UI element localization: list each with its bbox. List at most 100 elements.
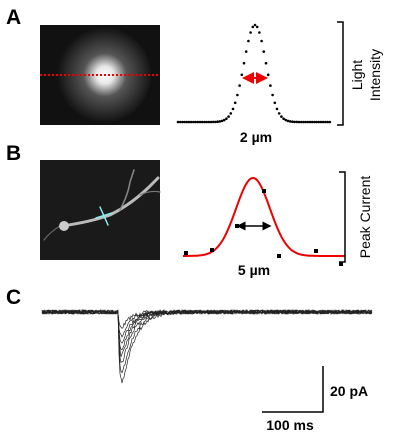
scale-bar-label: 20 pA (330, 383, 368, 399)
dot (280, 115, 283, 118)
scale-label: 2 µm (240, 129, 272, 145)
point (262, 189, 266, 193)
spot (55, 27, 151, 123)
dot (284, 118, 288, 122)
dot (249, 31, 252, 34)
panel-label: B (6, 142, 21, 165)
axis-bar (337, 21, 344, 126)
dot (260, 39, 263, 43)
trace (41, 308, 373, 357)
dot (242, 61, 246, 65)
dot (277, 112, 281, 115)
dot (291, 120, 294, 123)
trace (41, 308, 373, 344)
dot (317, 120, 321, 124)
dot (229, 112, 233, 115)
axis-label: Peak Current (357, 176, 373, 259)
micrograph (40, 160, 160, 260)
dot (306, 120, 310, 124)
dot (207, 120, 211, 124)
dot (220, 119, 224, 123)
dot (273, 101, 277, 105)
intensity-profile (176, 23, 332, 124)
trace (41, 308, 373, 338)
panel-label: C (6, 286, 21, 309)
scale-bar-label: 100 ms (266, 417, 314, 433)
dot (266, 73, 270, 77)
dot (189, 120, 193, 124)
dot (315, 120, 318, 124)
dot (295, 120, 299, 124)
dot (282, 117, 285, 120)
dot (198, 120, 202, 124)
trace (41, 308, 373, 384)
scale-label: 5 µm (238, 262, 270, 278)
dot (247, 39, 250, 43)
neuron (43, 169, 161, 241)
dot (244, 50, 248, 53)
current-traces (41, 308, 373, 384)
dot (297, 120, 301, 124)
dot (264, 61, 268, 65)
dot (262, 50, 266, 53)
point (277, 254, 281, 258)
dot (255, 25, 259, 29)
dot (240, 73, 244, 77)
dot (271, 93, 274, 97)
dot (205, 120, 208, 124)
dot (286, 119, 290, 123)
dot (302, 120, 305, 124)
dot (178, 120, 182, 124)
dot (214, 120, 217, 124)
dot (269, 84, 272, 87)
dot (181, 120, 184, 124)
dot (185, 120, 189, 124)
dot (183, 120, 186, 124)
point (314, 249, 318, 253)
panel-label: A (6, 6, 21, 29)
dot (233, 101, 237, 105)
dot (324, 120, 327, 124)
dot (196, 120, 200, 124)
dot (299, 120, 303, 124)
dot (310, 120, 314, 124)
dot (308, 120, 312, 124)
dot (288, 120, 292, 123)
dot (187, 120, 191, 124)
point (210, 248, 214, 252)
dot (238, 84, 241, 87)
dot (293, 120, 296, 124)
trace (41, 308, 373, 374)
axis-bar (339, 171, 346, 263)
dot (328, 120, 332, 124)
dot (222, 118, 226, 122)
dot (251, 25, 255, 29)
dot (209, 120, 213, 124)
dot (216, 120, 219, 123)
dot (200, 120, 204, 124)
dot (275, 107, 279, 111)
dot (321, 120, 325, 124)
point (184, 251, 188, 255)
dot (326, 120, 329, 124)
dot (227, 115, 230, 118)
dot (313, 120, 316, 124)
axis-label: Light (349, 60, 365, 90)
dot (218, 120, 222, 123)
dot (236, 93, 239, 97)
trace (41, 308, 372, 364)
dot (258, 31, 261, 34)
dot (231, 107, 235, 111)
dot (192, 120, 195, 124)
dot (203, 120, 206, 124)
dot (194, 120, 197, 124)
dot (304, 120, 307, 124)
dot (253, 23, 257, 27)
point (339, 262, 343, 266)
trace (41, 308, 373, 351)
dot (319, 120, 323, 124)
dot (211, 120, 215, 124)
dot (176, 120, 180, 124)
